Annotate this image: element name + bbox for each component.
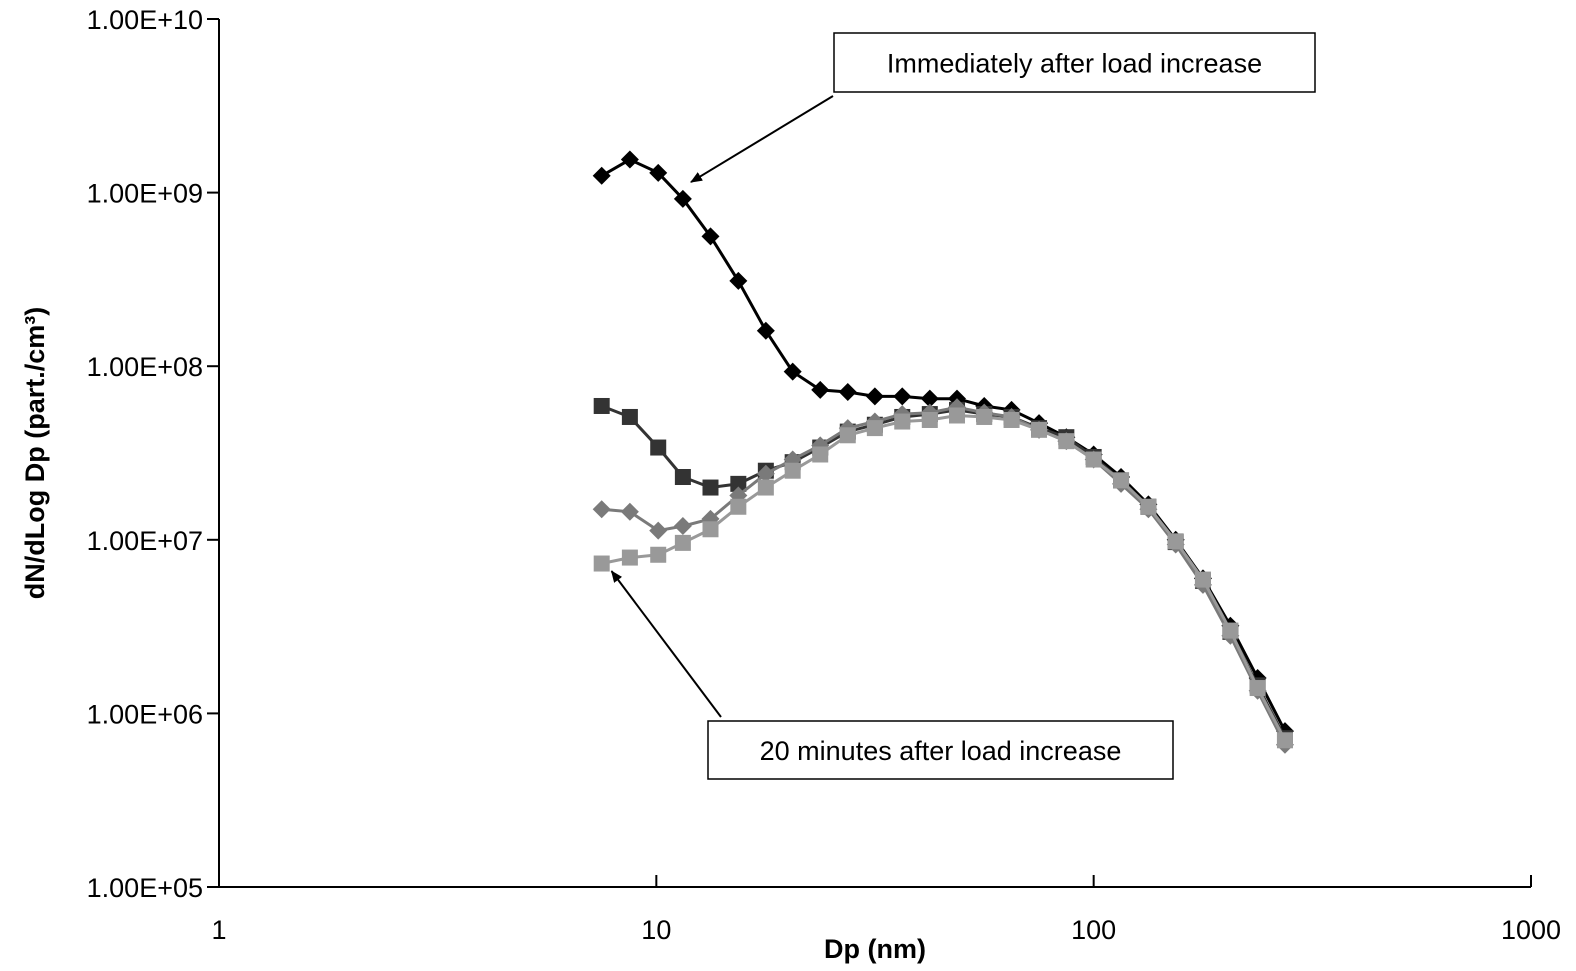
data-point xyxy=(756,321,775,340)
data-point xyxy=(674,469,691,486)
data-point xyxy=(673,517,692,536)
annotation-arrow xyxy=(690,95,834,183)
y-tick-label: 1.00E+05 xyxy=(87,873,203,903)
annotation-1: Immediately after load increase xyxy=(690,32,1316,183)
annotation-box xyxy=(833,32,1316,93)
data-point xyxy=(620,150,639,169)
data-point xyxy=(921,411,938,428)
data-point xyxy=(592,166,611,185)
data-point xyxy=(839,427,856,444)
data-point xyxy=(1140,498,1157,515)
data-point xyxy=(701,227,720,246)
data-point xyxy=(1194,571,1211,588)
x-tick-label: 10 xyxy=(641,915,671,945)
data-point xyxy=(621,408,638,425)
x-tick-label: 100 xyxy=(1071,915,1116,945)
data-point xyxy=(1085,451,1102,468)
x-tick-label: 1 xyxy=(211,915,226,945)
data-point xyxy=(865,387,884,406)
data-point xyxy=(620,502,639,521)
y-tick-label: 1.00E+08 xyxy=(87,352,203,382)
axes: 1.00E+05 1.00E+06 1.00E+07 1.00E+08 1.00E+09… xyxy=(87,5,1561,945)
data-point xyxy=(1058,433,1075,450)
annotation-2: 20 minutes after load increase xyxy=(610,570,1174,780)
data-point xyxy=(976,408,993,425)
data-point xyxy=(920,389,939,408)
annotation-arrow xyxy=(610,570,722,718)
data-point xyxy=(673,189,692,208)
data-point xyxy=(1003,411,1020,428)
data-point xyxy=(1167,533,1184,550)
x-axis-title: Dp (nm) xyxy=(824,934,926,964)
data-point xyxy=(729,271,748,290)
data-point xyxy=(650,439,667,456)
data-point xyxy=(1222,622,1239,639)
data-point xyxy=(702,479,719,496)
data-point xyxy=(1276,732,1293,749)
data-point xyxy=(730,498,747,515)
series-layer xyxy=(592,150,1294,754)
data-point xyxy=(812,446,829,463)
data-point xyxy=(784,462,801,479)
series-1 xyxy=(592,150,1294,741)
y-axis-title: dN/dLog Dp (part./cm³) xyxy=(20,307,50,599)
data-point xyxy=(894,413,911,430)
x-tick-label: 1000 xyxy=(1501,915,1561,945)
annotation-box xyxy=(707,720,1174,780)
data-point xyxy=(674,534,691,551)
data-point xyxy=(949,407,966,424)
annotation-layer: Immediately after load increase 20 minute… xyxy=(610,32,1316,780)
annotation-label: Immediately after load increase xyxy=(887,49,1262,79)
data-point xyxy=(649,521,668,540)
data-point xyxy=(1113,472,1130,489)
data-point xyxy=(757,479,774,496)
data-point xyxy=(1031,421,1048,438)
y-tick-label: 1.00E+10 xyxy=(87,5,203,35)
data-point xyxy=(756,464,775,483)
data-point xyxy=(1249,680,1266,697)
series-1-line xyxy=(600,157,1287,732)
data-point xyxy=(650,546,667,563)
data-point xyxy=(621,549,638,566)
data-point xyxy=(893,387,912,406)
series-3 xyxy=(592,398,1294,754)
y-tick-label: 1.00E+09 xyxy=(87,179,203,209)
series-2 xyxy=(593,397,1293,747)
data-point xyxy=(866,420,883,437)
data-point xyxy=(593,397,610,414)
data-point xyxy=(730,475,747,492)
data-point xyxy=(593,555,610,572)
annotation-label: 20 minutes after load increase xyxy=(760,736,1122,766)
series-2-line xyxy=(601,404,1287,739)
series-4-line xyxy=(601,413,1287,741)
y-tick-label: 1.00E+06 xyxy=(87,699,203,729)
data-point xyxy=(649,163,668,182)
data-point xyxy=(811,380,830,399)
series-4 xyxy=(593,407,1293,749)
y-tick-label: 1.00E+07 xyxy=(87,526,203,556)
data-point xyxy=(702,521,719,538)
data-point xyxy=(783,362,802,381)
data-point xyxy=(592,500,611,519)
data-point xyxy=(838,383,857,402)
